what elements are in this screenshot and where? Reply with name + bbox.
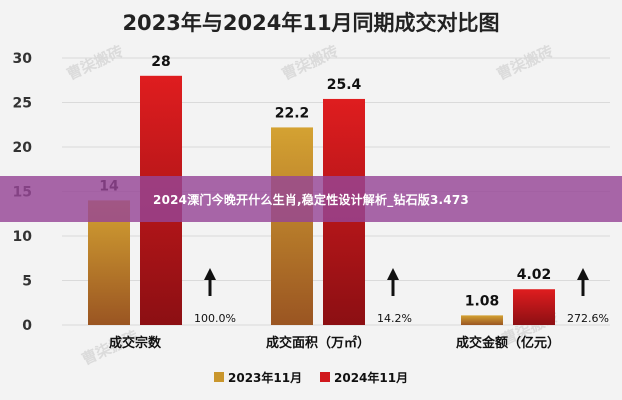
change-label: 272.6% xyxy=(567,312,609,325)
bar-value-label: 4.02 xyxy=(517,267,552,283)
up-arrow-icon xyxy=(577,268,589,280)
bar xyxy=(271,127,313,325)
watermark: 曹柒搬砖 xyxy=(64,42,126,84)
y-tick-label: 0 xyxy=(22,318,32,334)
change-annotations: 100.0% 14.2% 272.6% xyxy=(194,268,609,325)
legend-label: 2024年11月 xyxy=(334,370,408,385)
y-tick-label: 25 xyxy=(13,96,32,112)
y-tick-label: 10 xyxy=(13,229,33,245)
y-tick-label: 5 xyxy=(22,274,32,290)
x-axis: 成交宗数 成交面积（万㎡） 成交金额（亿元） xyxy=(109,335,560,351)
bar-value-label: 28 xyxy=(151,54,170,70)
up-arrow-icon xyxy=(387,268,399,280)
x-category-label: 成交金额（亿元） xyxy=(456,335,560,351)
up-arrow-icon xyxy=(204,268,216,280)
banner-text: 2024溧门今晚开什么生肖,稳定性设计解析_钻石版3.473 xyxy=(153,192,469,207)
bar xyxy=(461,315,503,325)
bar-value-label: 1.08 xyxy=(465,293,500,309)
watermark: 曹柒搬砖 xyxy=(494,42,556,84)
y-tick-label: 20 xyxy=(13,140,33,156)
x-category-label: 成交宗数 xyxy=(109,335,162,351)
bar-value-label: 25.4 xyxy=(327,77,362,93)
legend: 2023年11月 2024年11月 xyxy=(214,370,408,385)
overlay-banner[interactable]: 2024溧门今晚开什么生肖,稳定性设计解析_钻石版3.473 xyxy=(0,176,622,222)
legend-label: 2023年11月 xyxy=(228,370,302,385)
legend-swatch xyxy=(320,372,330,382)
bar-value-label: 22.2 xyxy=(275,105,310,121)
change-label: 14.2% xyxy=(377,312,412,325)
chart-title: 2023年与2024年11月同期成交对比图 xyxy=(122,11,499,35)
change-label: 100.0% xyxy=(194,312,236,325)
bars xyxy=(88,75,555,325)
x-category-label: 成交面积（万㎡） xyxy=(266,335,370,351)
bar xyxy=(513,289,555,325)
y-tick-label: 30 xyxy=(13,51,33,67)
legend-swatch xyxy=(214,372,224,382)
